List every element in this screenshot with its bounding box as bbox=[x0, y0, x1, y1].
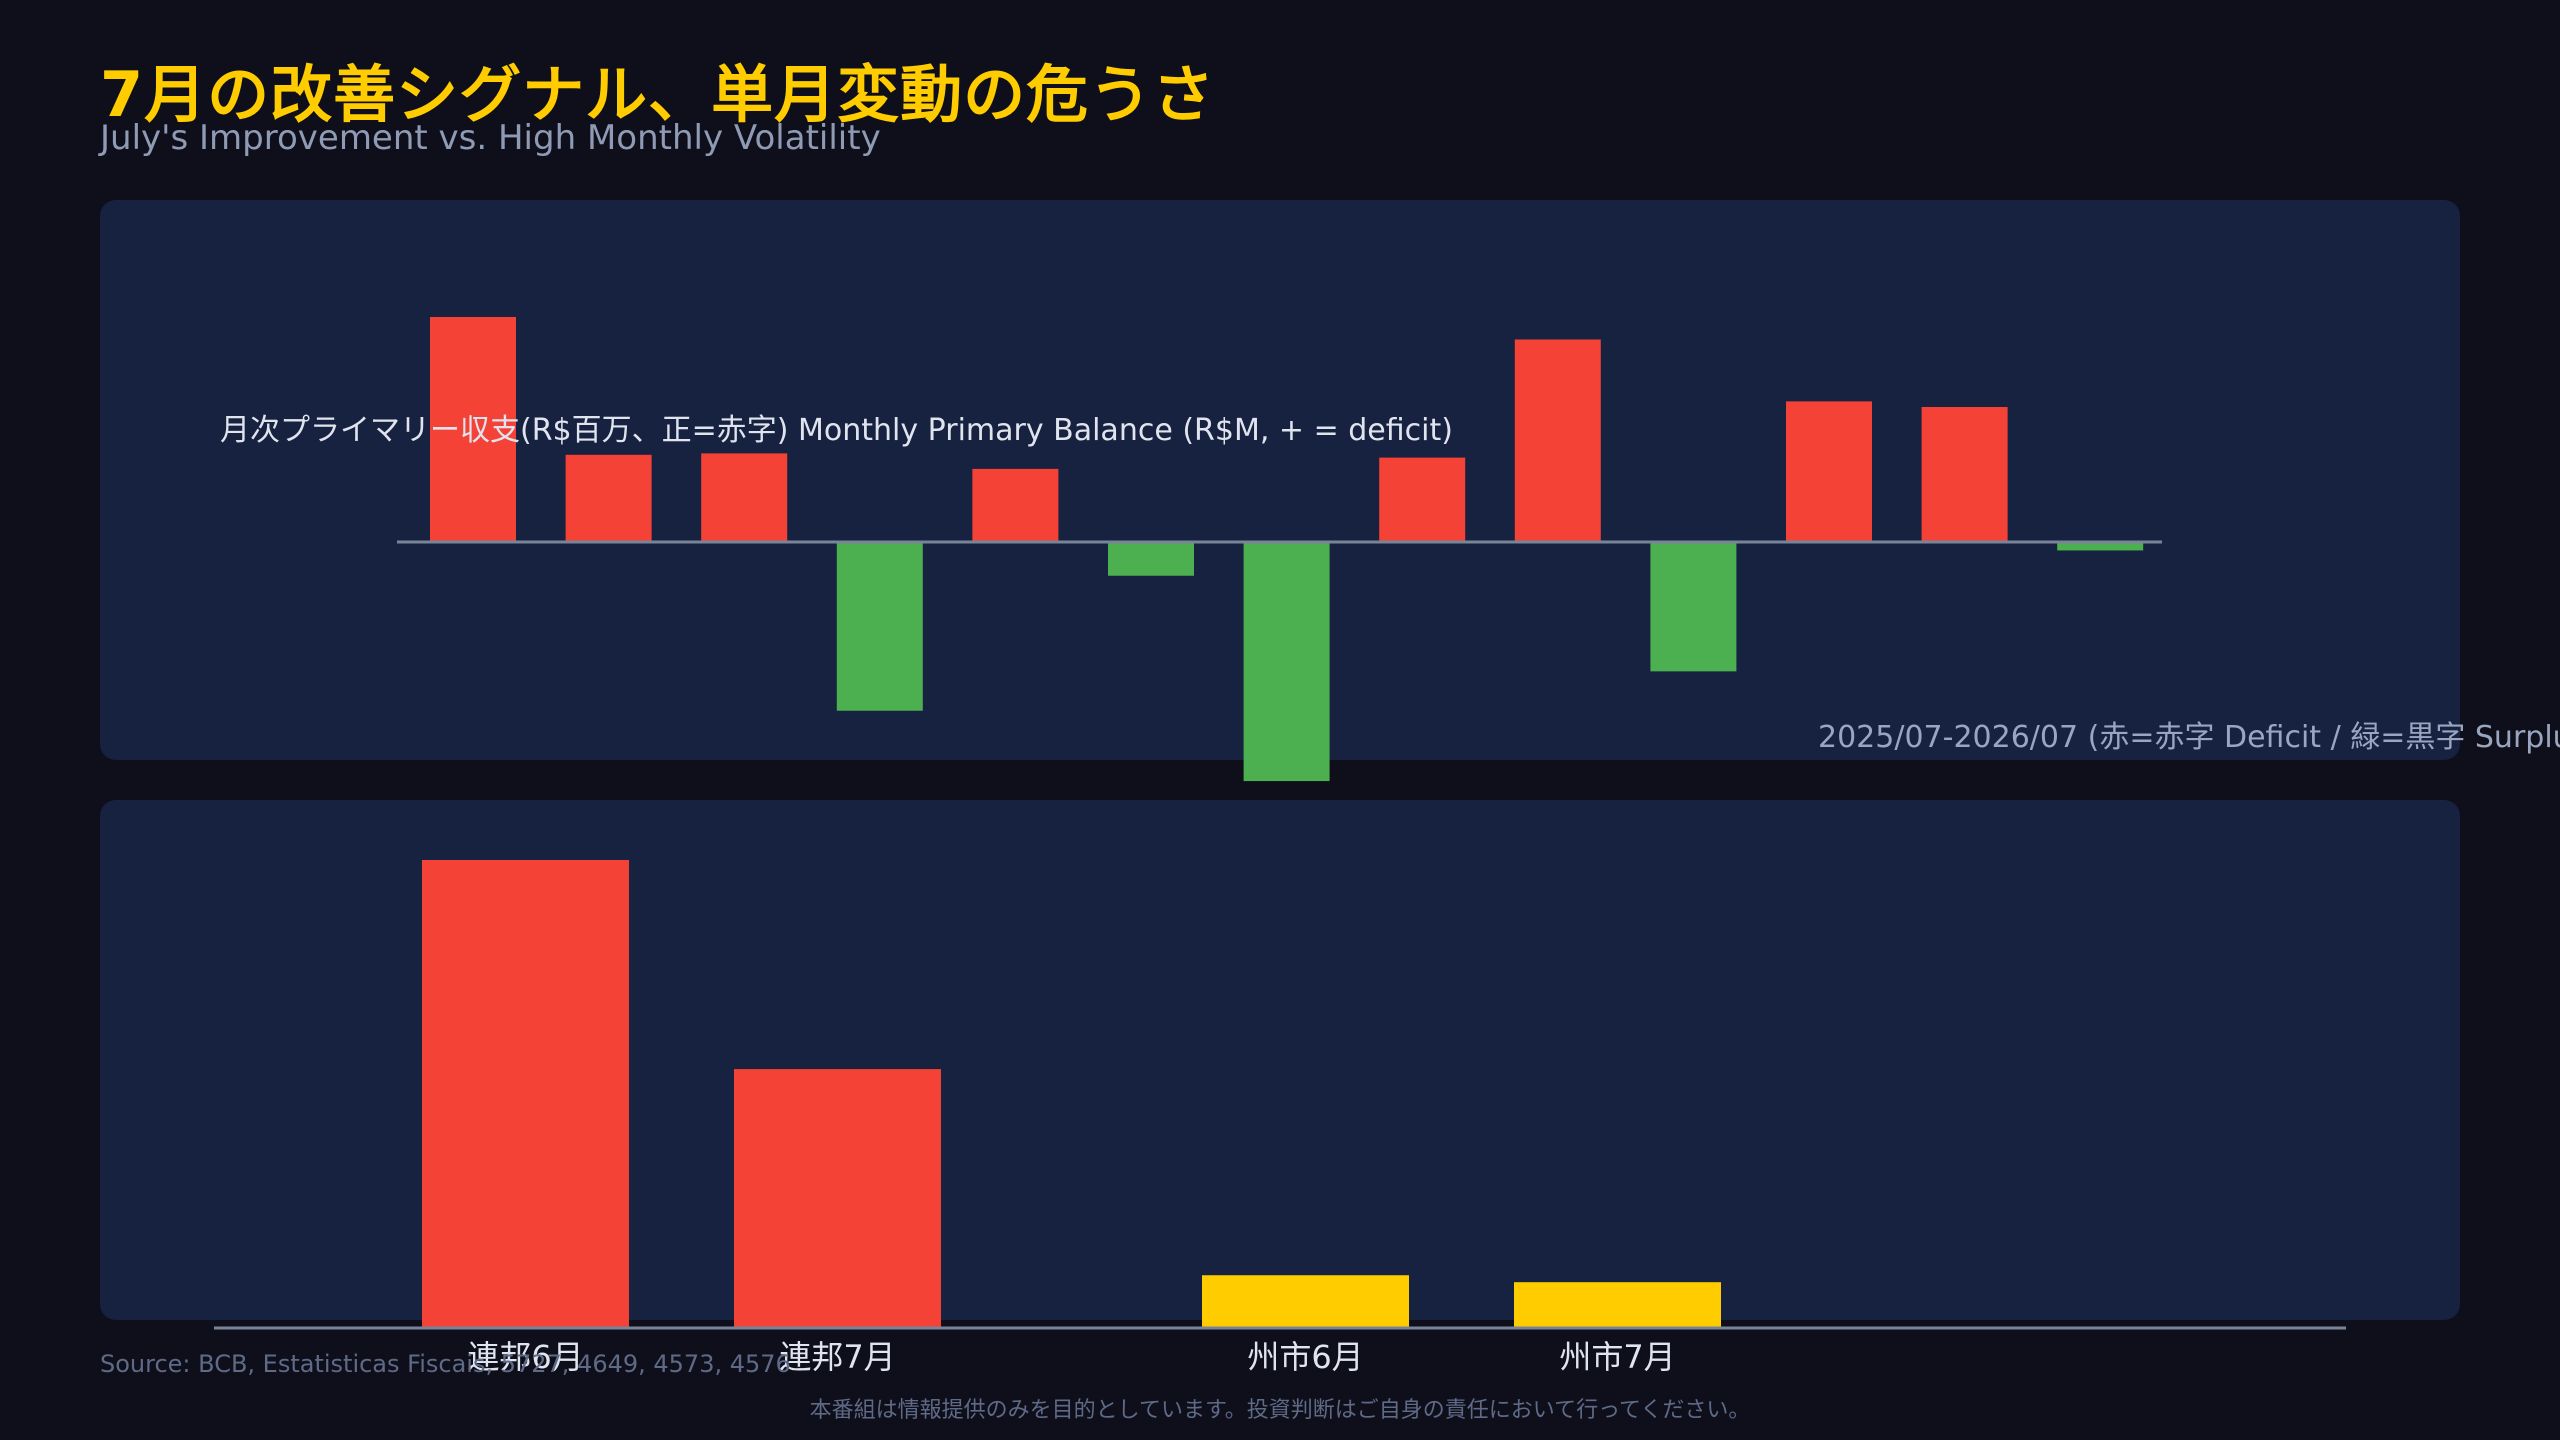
bar-2026-01 bbox=[1243, 542, 1330, 782]
bar-2025-10 bbox=[836, 542, 923, 711]
bar-2025-07 bbox=[430, 317, 516, 542]
category-label: 連邦6月 bbox=[467, 1338, 583, 1376]
page-subtitle: July's Improvement vs. High Monthly Vola… bbox=[100, 118, 881, 158]
bar-2026-02 bbox=[1379, 457, 1466, 542]
page-title: 7月の改善シグナル、単月変動の危うさ bbox=[100, 58, 1216, 131]
category-label: 連邦7月 bbox=[779, 1338, 895, 1376]
bar-2025-09 bbox=[701, 453, 788, 542]
bar-2026-06 bbox=[1921, 407, 2008, 542]
chart-title: 月次プライマリー収支(R$百万、正=赤字) Monthly Primary Ba… bbox=[220, 413, 1453, 448]
bar-2025-08 bbox=[565, 454, 652, 542]
bar-federal-july bbox=[734, 1069, 941, 1328]
category-label: 州市7月 bbox=[1559, 1338, 1675, 1376]
category-label: 州市6月 bbox=[1247, 1338, 1363, 1376]
bar-2025-12 bbox=[1108, 542, 1194, 576]
comparison-bars bbox=[422, 860, 1721, 1328]
source-note: Source: BCB, Estatisticas Fiscais, 5727,… bbox=[100, 1350, 791, 1378]
bar-2026-05 bbox=[1786, 401, 1872, 542]
bar-2025-11 bbox=[972, 468, 1059, 542]
monthly-balance-bars bbox=[430, 317, 2144, 782]
bar-2026-04 bbox=[1650, 542, 1737, 672]
bar-states-july bbox=[1514, 1282, 1721, 1328]
bar-2026-07 bbox=[2057, 542, 2144, 551]
bar-2026-03 bbox=[1514, 339, 1601, 542]
bar-states-june bbox=[1202, 1275, 1409, 1328]
bar-federal-june bbox=[422, 860, 629, 1328]
comparison-category-labels: 連邦6月 連邦7月 州市6月 州市7月 bbox=[467, 1338, 1675, 1376]
disclaimer: 本番組は情報提供のみを目的としています。投資判断はご自身の責任において行ってくだ… bbox=[809, 1398, 1751, 1423]
chart-period-note: 2025/07-2026/07 (赤=赤字 Deficit / 緑=黒字 Sur… bbox=[1818, 720, 2560, 755]
